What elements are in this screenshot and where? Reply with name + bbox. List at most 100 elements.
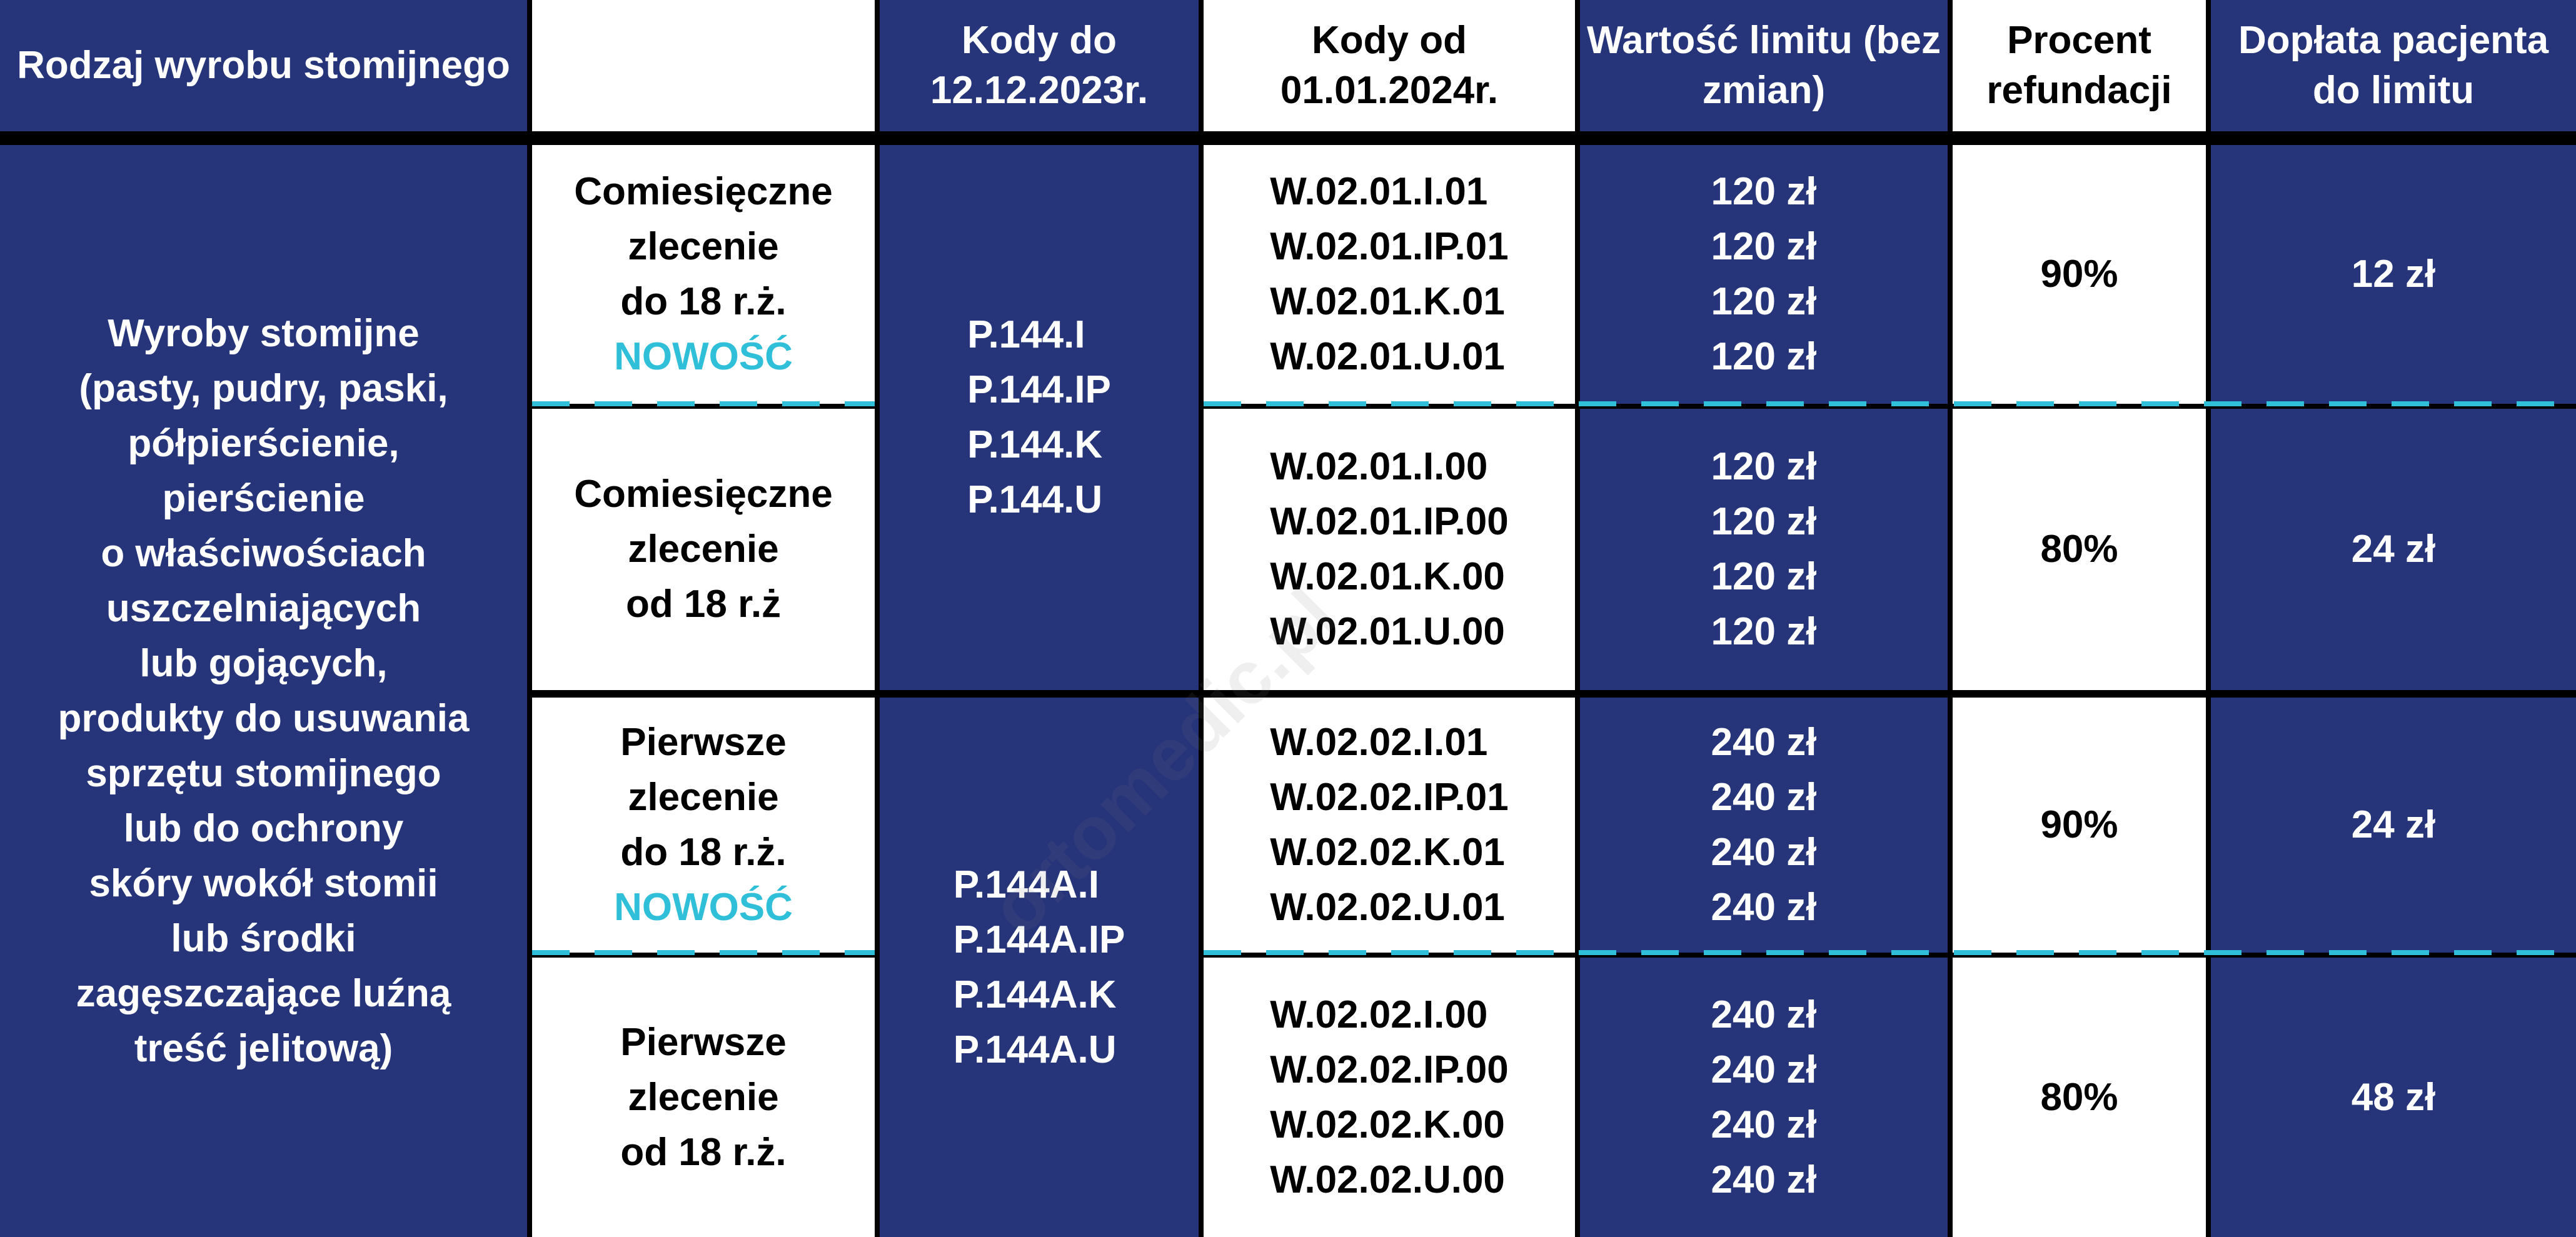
header-cell: Kody do 12.12.2023r.	[880, 0, 1199, 131]
prescription-type-cell: Pierwsze zlecenie do 18 r.ż. NOWOŚĆ	[532, 698, 875, 953]
old-codes-list: P.144A.I P.144A.IP P.144A.K P.144A.U	[953, 858, 1125, 1078]
old-code: P.144.K	[967, 423, 1103, 466]
limit-cell: 120 zł 120 zł 120 zł 120 zł	[1580, 409, 1948, 690]
old-codes-cell: P.144A.I P.144A.IP P.144A.K P.144A.U	[880, 698, 1199, 1237]
new-codes-list: W.02.02.I.00 W.02.02.IP.00 W.02.02.K.00 W.0…	[1270, 988, 1508, 1208]
category-line: sprzętu stomijnego	[86, 751, 441, 795]
new-code: W.02.01.U.01	[1270, 335, 1505, 378]
new-code: W.02.02.IP.00	[1270, 1048, 1509, 1091]
prescription-type-cell: Pierwsze zlecenie od 18 r.ż.	[532, 958, 875, 1237]
new-code: W.02.02.U.00	[1270, 1158, 1505, 1201]
new-code: W.02.01.U.00	[1270, 610, 1505, 653]
copay-value: 48 zł	[2351, 1075, 2436, 1119]
new-codes-list: W.02.02.I.01 W.02.02.IP.01 W.02.02.K.01 W.0…	[1270, 715, 1508, 935]
prescription-type-line: od 18 r.ż	[625, 583, 782, 626]
category-line: lub do ochrony	[123, 806, 404, 850]
dashed-divider	[532, 950, 875, 955]
new-code: W.02.01.IP.00	[1270, 500, 1509, 543]
old-code: P.144.IP	[967, 368, 1111, 411]
dashed-divider	[1204, 401, 2576, 406]
old-code: P.144A.K	[953, 973, 1117, 1016]
new-codes-list: W.02.01.I.00 W.02.01.IP.00 W.02.01.K.00 W.0…	[1270, 439, 1508, 659]
limit-value: 120 zł	[1711, 555, 1817, 598]
old-code: P.144.I	[967, 313, 1085, 356]
category-line: lub środki	[171, 916, 356, 960]
category-line: treść jelitową)	[134, 1026, 393, 1070]
limit-value: 240 zł	[1711, 776, 1817, 819]
category-line: Wyroby stomijne	[108, 311, 420, 355]
new-code: W.02.02.IP.01	[1270, 776, 1509, 819]
new-code: W.02.01.I.00	[1270, 445, 1488, 488]
prescription-type-cell: Comiesięczne zlecenie od 18 r.ż	[532, 409, 875, 690]
new-code: W.02.01.K.00	[1270, 555, 1505, 598]
prescription-type-line: do 18 r.ż.	[620, 280, 787, 323]
prescription-type-line: od 18 r.ż.	[620, 1130, 787, 1174]
refund-percent-cell: 90%	[1953, 145, 2206, 404]
limit-value: 120 zł	[1711, 170, 1817, 213]
prescription-type-line: do 18 r.ż.	[620, 831, 787, 874]
new-code: W.02.02.I.00	[1270, 993, 1488, 1036]
limit-value: 120 zł	[1711, 500, 1817, 543]
refund-percent-cell: 90%	[1953, 698, 2206, 953]
dashed-divider	[1204, 950, 2576, 955]
header-cell: Dopłata pacjenta do limitu	[2211, 0, 2576, 131]
header-label: Kody do 12.12.2023r.	[930, 19, 1149, 112]
copay-cell: 12 zł	[2211, 145, 2576, 404]
header-label: Wartość limitu (bez zmian)	[1586, 19, 1941, 112]
new-badge: NOWOŚĆ	[614, 886, 793, 929]
prescription-type-line: Pierwsze	[620, 721, 787, 764]
category-line: półpierścienie,	[128, 421, 400, 465]
refund-percent: 80%	[2040, 528, 2118, 571]
copay-value: 12 zł	[2351, 253, 2436, 296]
old-code: P.144A.I	[953, 863, 1099, 906]
limit-value: 240 zł	[1711, 831, 1817, 874]
new-code: W.02.01.K.01	[1270, 280, 1505, 323]
limit-value: 240 zł	[1711, 993, 1817, 1036]
copay-value: 24 zł	[2351, 528, 2436, 571]
dashed-divider	[532, 401, 875, 406]
category-line: lub gojących,	[139, 641, 388, 685]
old-codes-cell: P.144.I P.144.IP P.144.K P.144.U	[880, 145, 1199, 690]
limit-cell: 240 zł 240 zł 240 zł 240 zł	[1580, 958, 1948, 1237]
header-cell: Wartość limitu (bez zmian)	[1580, 0, 1948, 131]
old-code: P.144.U	[967, 478, 1103, 521]
limit-value: 240 zł	[1711, 721, 1817, 764]
new-codes-cell: W.02.01.I.00 W.02.01.IP.00 W.02.01.K.00 W.0…	[1204, 409, 1575, 690]
limit-value: 120 zł	[1711, 445, 1817, 488]
header-label: Procent refundacji	[1986, 19, 2172, 112]
header-cell: Rodzaj wyrobu stomijnego	[0, 0, 527, 131]
prescription-type-line: zlecenie	[628, 528, 779, 571]
new-codes-list: W.02.01.I.01 W.02.01.IP.01 W.02.01.K.01 W.0…	[1270, 164, 1508, 384]
new-code: W.02.01.I.01	[1270, 170, 1488, 213]
prescription-type-line: zlecenie	[628, 225, 779, 268]
new-code: W.02.02.K.00	[1270, 1103, 1505, 1146]
prescription-type-line: Comiesięczne	[574, 170, 833, 213]
limit-value: 120 zł	[1711, 335, 1817, 378]
category-line: (pasty, pudry, paski,	[79, 366, 448, 410]
header-label: Rodzaj wyrobu stomijnego	[17, 44, 510, 87]
prescription-type-line: Pierwsze	[620, 1020, 787, 1064]
new-code: W.02.02.U.01	[1270, 886, 1505, 929]
category-line: produkty do usuwania	[58, 696, 470, 740]
limit-value: 120 zł	[1711, 225, 1817, 268]
copay-value: 24 zł	[2351, 803, 2436, 846]
new-codes-cell: W.02.02.I.00 W.02.02.IP.00 W.02.02.K.00 W.0…	[1204, 958, 1575, 1237]
category-line: pierścienie	[162, 476, 365, 520]
new-code: W.02.02.I.01	[1270, 721, 1488, 764]
old-code: P.144A.IP	[953, 918, 1125, 961]
copay-cell: 24 zł	[2211, 409, 2576, 690]
prescription-type-line: zlecenie	[628, 1075, 779, 1119]
category-line: zagęszczające luźną	[76, 971, 451, 1015]
new-code: W.02.02.K.01	[1270, 831, 1505, 874]
refund-percent: 90%	[2040, 253, 2118, 296]
category-line: o właściwościach	[101, 531, 426, 575]
limit-cell: 120 zł 120 zł 120 zł 120 zł	[1580, 145, 1948, 404]
category-cell: Wyroby stomijne (pasty, pudry, paski, półp…	[0, 145, 527, 1237]
copay-cell: 48 zł	[2211, 958, 2576, 1237]
header-cell	[532, 0, 875, 131]
new-badge: NOWOŚĆ	[614, 335, 793, 378]
header-label: Kody od 01.01.2024r.	[1280, 19, 1499, 112]
prescription-type-line: zlecenie	[628, 776, 779, 819]
refund-percent: 90%	[2040, 803, 2118, 846]
header-cell: Procent refundacji	[1953, 0, 2206, 131]
